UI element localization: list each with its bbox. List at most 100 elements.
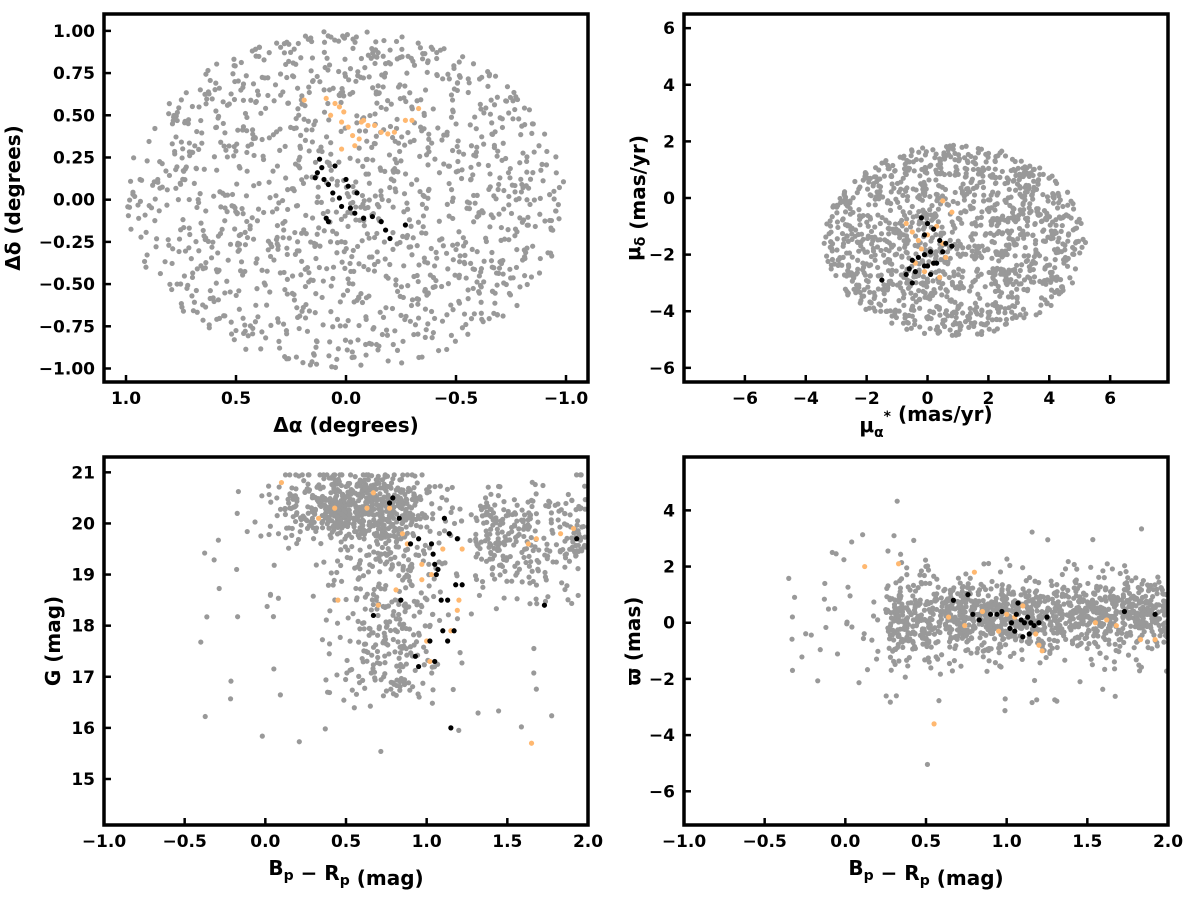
data-point [875,648,881,654]
data-point [261,209,267,216]
data-point [1036,212,1042,218]
data-point [521,533,527,540]
data-point [284,525,290,531]
data-point [314,199,320,205]
data-point [531,645,537,652]
data-point [350,45,356,51]
data-point [375,258,381,265]
data-point [930,215,937,222]
data-point [454,241,461,247]
data-point [377,491,383,497]
data-point [1004,281,1010,288]
data-point [277,147,283,153]
data-point [250,331,256,337]
data-point [138,234,144,240]
data-point [457,253,463,259]
data-point [503,98,510,104]
data-point [401,677,408,683]
y-tick-label: 17 [71,668,95,688]
data-point [868,253,874,260]
data-point [509,529,515,535]
data-point [916,221,922,227]
data-point [166,242,172,248]
data-point [303,517,309,523]
data-point [1047,650,1053,656]
data-point [393,277,399,283]
data-point [254,218,261,224]
data-point [362,128,369,134]
data-point [345,502,352,508]
data-point [927,207,933,213]
data-point [888,200,894,207]
x-tick-label: −1.0 [544,389,589,409]
data-point [1043,654,1049,661]
data-point [1122,581,1128,587]
data-point [1086,628,1092,634]
data-point [1082,635,1088,642]
data-point [441,161,447,167]
data-point [903,188,909,194]
data-point [474,279,480,285]
data-point [571,530,577,536]
data-point [1037,171,1043,178]
data-point [384,559,390,565]
x-axis-label: Bp − Rp (mag) [268,856,423,890]
data-point [1126,599,1132,606]
data-point [438,283,445,290]
data-point [478,507,485,513]
data-point [394,288,401,295]
data-point [986,326,992,332]
data-point [529,568,535,574]
data-point [872,202,878,208]
data-point [455,138,461,144]
data-point [1014,299,1020,306]
data-point [500,516,506,522]
data-point [441,515,448,521]
data-point [335,597,341,603]
data-point [562,586,568,593]
data-point [930,147,936,153]
data-point [430,274,437,281]
data-point [556,216,562,222]
data-point [531,197,537,203]
data-point [893,314,899,321]
data-point [474,144,480,150]
data-point [577,506,583,512]
data-point [408,244,414,250]
data-point [336,195,342,201]
data-point [345,276,351,282]
data-point [304,486,310,492]
data-point [261,280,267,286]
data-point [436,617,443,624]
data-point [1005,176,1012,183]
data-point [981,198,987,204]
data-point [380,603,386,610]
data-point [249,215,255,221]
data-point [292,229,298,236]
data-point [842,209,849,215]
data-point [501,187,507,194]
data-point [902,161,908,167]
data-point [933,232,939,238]
data-point [304,264,311,271]
data-point [200,302,206,308]
data-point [213,80,219,86]
data-point [904,193,911,200]
data-point [454,607,460,613]
data-point [940,230,946,236]
data-point [377,309,383,315]
data-point [347,339,354,345]
data-point [885,268,892,274]
data-point [524,158,530,164]
data-point [369,144,375,150]
data-point [402,222,408,228]
data-point [512,189,518,195]
data-point [157,270,163,277]
data-point [370,662,376,668]
data-point [982,322,988,328]
data-point [310,536,317,542]
data-point [492,129,498,135]
data-point [354,190,360,196]
data-point [365,122,371,129]
data-point [1128,623,1134,629]
